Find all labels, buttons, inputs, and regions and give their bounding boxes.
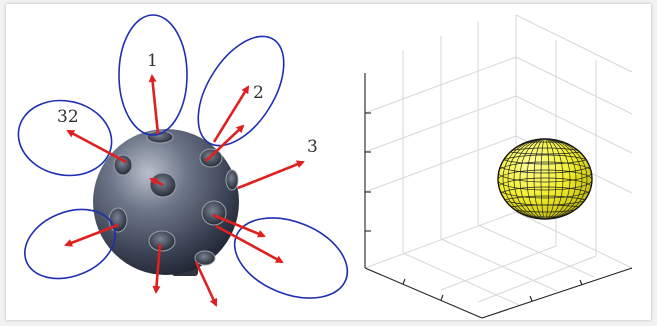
capsule-socket	[194, 250, 216, 266]
capsule-socket	[146, 130, 174, 144]
arrow-right-upper	[212, 213, 266, 238]
plot-grid	[364, 14, 633, 306]
capsule-socket	[148, 230, 176, 252]
arrow-2-outer	[212, 85, 250, 143]
arrow-2-inner	[205, 124, 245, 162]
arrow-bottom-right	[194, 261, 218, 307]
capsule-socket	[225, 169, 239, 191]
directivity-ellipse-1	[118, 14, 188, 136]
capsule-socket	[201, 200, 227, 226]
capsule-socket	[113, 154, 133, 176]
directivity-ellipse-32	[17, 99, 113, 177]
ellipsoid-3d-plot	[364, 14, 633, 319]
label-2: 2	[253, 83, 264, 103]
capsule-sockets	[108, 130, 239, 266]
ellipsoid-surface	[497, 138, 593, 220]
label-32: 32	[57, 107, 79, 127]
directivity-ellipse-2	[197, 35, 285, 147]
label-1: 1	[147, 51, 158, 71]
arrow-3	[237, 160, 305, 190]
label-3: 3	[307, 137, 318, 157]
plot-axes	[364, 73, 633, 319]
arrow-center	[149, 177, 164, 187]
microphone-array-figure: 1 2 3 32	[17, 14, 349, 307]
arrow-right-lower	[215, 224, 284, 264]
arrow-left-lower	[64, 223, 119, 247]
directivity-ellipse-lower-right	[233, 217, 349, 299]
ellipsoid-mesh	[498, 139, 592, 219]
arrow-bottom	[152, 243, 162, 294]
spherical-microphone-array	[93, 129, 239, 276]
arrow-1	[148, 74, 160, 135]
direction-arrows	[64, 74, 305, 307]
arrow-32	[66, 129, 127, 164]
